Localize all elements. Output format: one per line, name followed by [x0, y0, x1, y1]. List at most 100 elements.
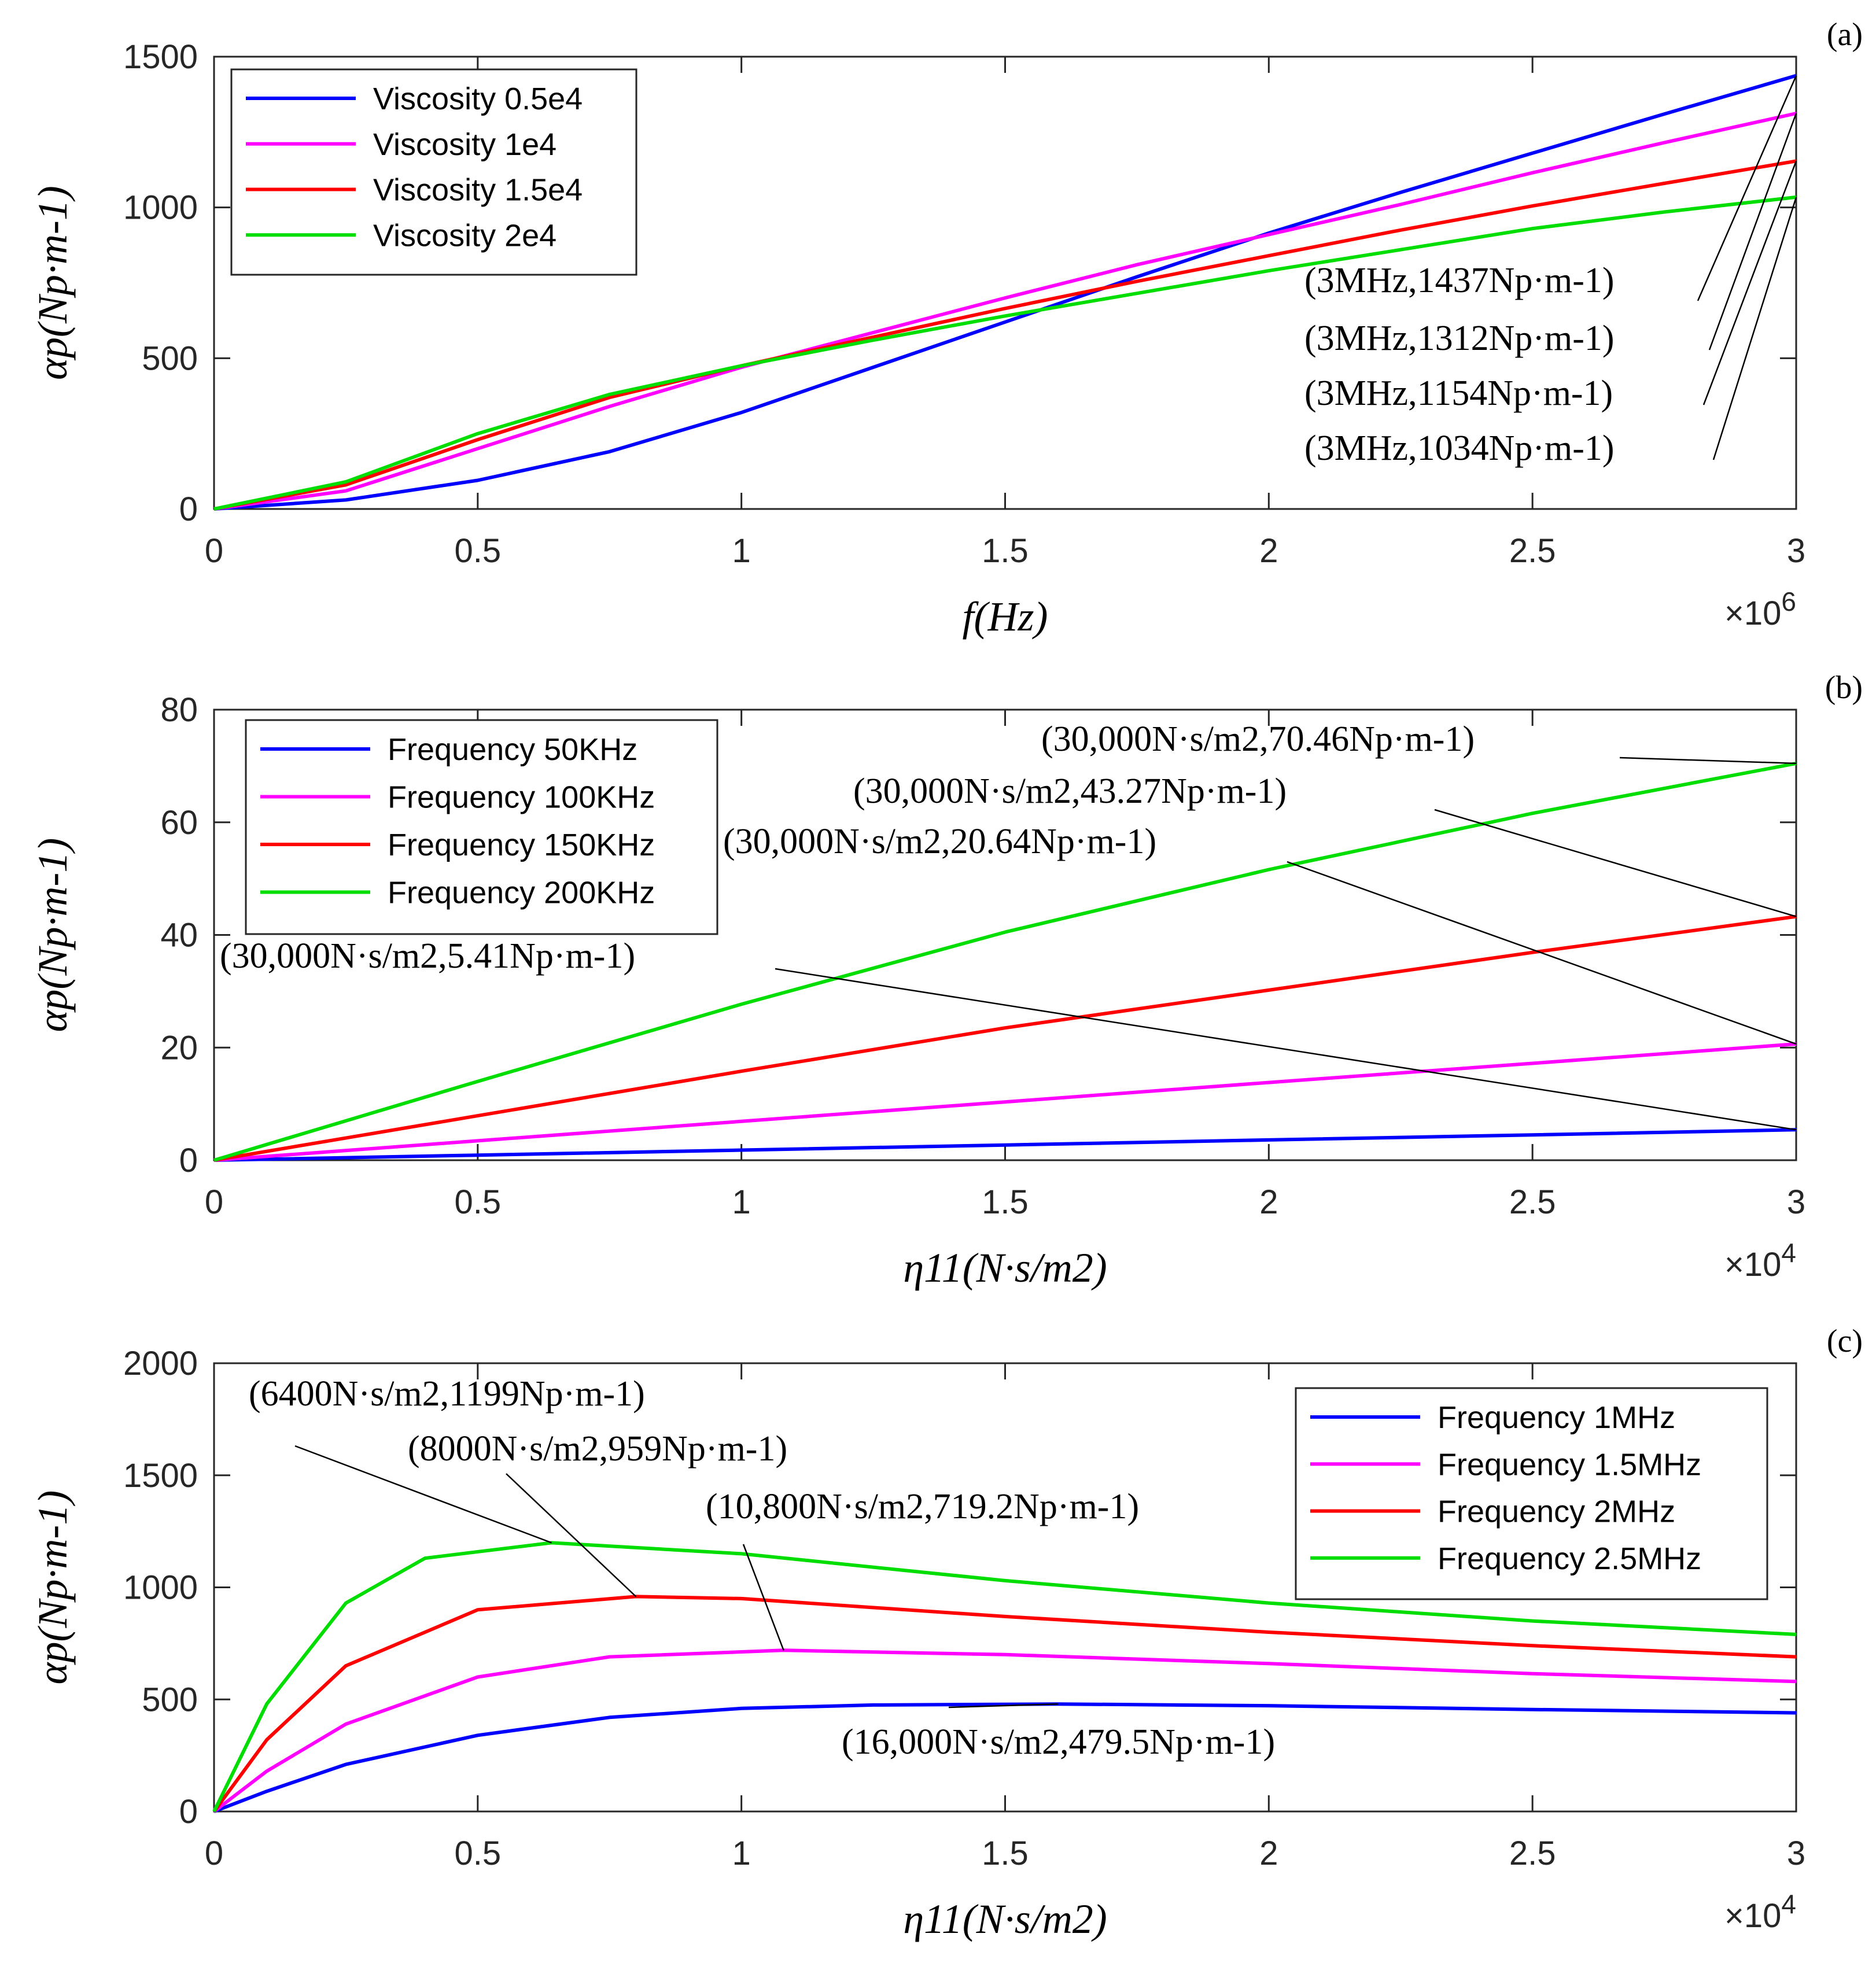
x-tick-label: 2: [1259, 532, 1278, 570]
legend-label: Frequency 100KHz: [388, 780, 655, 815]
y-tick-label: 80: [160, 691, 198, 729]
x-tick-label: 1.5: [982, 532, 1029, 570]
series-line-4: [213, 195, 1797, 511]
annotation-leader: [948, 1703, 1058, 1709]
series-line-1: [213, 1702, 1797, 1813]
series-line-3: [213, 914, 1797, 1162]
x-tick-label: 1: [732, 532, 751, 570]
x-tick-label: 3: [1787, 532, 1805, 570]
y-tick-label: 0: [179, 1793, 198, 1831]
y-tick-label: 1500: [123, 1457, 198, 1495]
annotation-label: (30,000N·s/m2,70.46Np·m-1): [1041, 720, 1475, 759]
x-tick-label: 1: [732, 1835, 751, 1872]
y-tick-label: 20: [160, 1029, 198, 1067]
legend-label: Frequency 2MHz: [1438, 1495, 1675, 1529]
x-tick-label: 1.5: [982, 1835, 1029, 1872]
annotation-leader: [506, 1473, 637, 1597]
x-axis-label: η11(N·s/m2): [903, 1245, 1107, 1291]
legend-label: Frequency 200KHz: [388, 876, 655, 910]
x-tick-label: 2.5: [1509, 1183, 1556, 1221]
annotation-leader: [1619, 757, 1797, 765]
series-line-3: [212, 1595, 1797, 1813]
y-tick-label: 500: [142, 1681, 198, 1718]
series-line-2: [213, 1648, 1797, 1813]
y-tick-label: 0: [179, 490, 198, 528]
legend-box: [245, 719, 718, 935]
annotation-label: (30,000N·s/m2,5.41Np·m-1): [220, 936, 635, 976]
y-axis-label: αp(Np·m-1): [30, 186, 76, 380]
panel-label: (b): [1825, 670, 1863, 706]
annotation-leader: [1708, 113, 1797, 350]
annotation-leader: [1712, 197, 1797, 460]
annotation-label: (30,000N·s/m2,43.27Np·m-1): [853, 772, 1287, 811]
x-axis-label: η11(N·s/m2): [903, 1896, 1107, 1942]
annotation-leader: [1702, 160, 1797, 405]
annotation-leader: [1287, 861, 1797, 1045]
legend-label: Viscosity 0.5e4: [373, 82, 583, 116]
y-tick-label: 40: [160, 917, 198, 954]
panel-label: (c): [1827, 1323, 1863, 1359]
chart-panel-2: (b) 0 0.5 1 1.5 2 2.5 3 0 20 40 60 80 ×104 η11(N·s/m2)…: [30, 670, 1863, 1291]
series-line-2: [213, 112, 1797, 511]
annotation-label: (3MHz,1437Np·m-1): [1304, 261, 1615, 300]
series-line-4: [212, 1541, 1797, 1813]
legend: Frequency 1MHz Frequency 1.5MHz Frequency …: [1295, 1387, 1768, 1600]
series-line-1: [213, 73, 1797, 511]
annotation-label: (3MHz,1034Np·m-1): [1304, 429, 1615, 468]
legend-label: Frequency 1MHz: [1438, 1400, 1675, 1435]
x-exponent-label: ×104: [1724, 1238, 1796, 1283]
annotation-label: (16,000N·s/m2,479.5Np·m-1): [842, 1722, 1275, 1762]
x-tick-label: 0: [205, 1183, 223, 1221]
x-tick-label: 3: [1787, 1183, 1805, 1221]
x-tick-label: 1.5: [982, 1183, 1029, 1221]
x-tick-label: 2.5: [1509, 532, 1556, 570]
x-tick-label: 3: [1787, 1835, 1805, 1872]
x-tick-label: 0: [205, 1835, 223, 1872]
panel-label: (a): [1827, 17, 1863, 53]
x-tick-label: 0.5: [455, 1183, 502, 1221]
x-axis-label: f(Hz): [963, 593, 1048, 640]
annotation-leader: [1697, 75, 1797, 301]
annotation-label: (30,000N·s/m2,20.64Np·m-1): [723, 822, 1156, 861]
annotation-leader: [1434, 809, 1797, 917]
y-tick-label: 0: [179, 1142, 198, 1179]
y-axis-label: αp(Np·m-1): [30, 838, 76, 1032]
annotation-label: (3MHz,1312Np·m-1): [1304, 319, 1615, 358]
series-line-1: [213, 1128, 1797, 1162]
series-line-4: [213, 761, 1797, 1162]
y-axis-label: αp(Np·m-1): [30, 1490, 76, 1685]
x-tick-label: 2: [1259, 1183, 1278, 1221]
y-tick-label: 500: [142, 340, 198, 377]
legend-label: Viscosity 1.5e4: [373, 173, 583, 208]
x-tick-label: 1: [732, 1183, 751, 1221]
x-tick-label: 2: [1259, 1835, 1278, 1872]
x-tick-label: 0.5: [455, 532, 502, 570]
legend-label: Frequency 50KHz: [388, 732, 637, 767]
series-line-2: [213, 1042, 1797, 1162]
y-tick-label: 60: [160, 804, 198, 842]
legend: Viscosity 0.5e4 Viscosity 1e4 Viscosity 1.…: [230, 68, 637, 276]
chart-panel-1: (a) 0 0.5 1 1.5 2 2.5 3 0 500 1000 1500 ×106 f(Hz) αp(…: [30, 17, 1863, 640]
annotation-label: (8000N·s/m2,959Np·m-1): [408, 1429, 787, 1468]
y-tick-label: 1000: [123, 1569, 198, 1607]
x-tick-label: 2.5: [1509, 1835, 1556, 1872]
series-line-3: [213, 159, 1797, 511]
annotation-label: (3MHz,1154Np·m-1): [1304, 374, 1613, 413]
annotation-leader: [294, 1445, 552, 1544]
legend: Frequency 50KHz Frequency 100KHz Frequency…: [245, 719, 718, 935]
x-tick-label: 0: [205, 532, 223, 570]
y-tick-label: 2000: [123, 1345, 198, 1382]
annotation-leader: [742, 1544, 784, 1651]
legend-label: Frequency 150KHz: [388, 828, 655, 862]
annotation-label: (6400N·s/m2,1199Np·m-1): [249, 1374, 645, 1414]
x-exponent-label: ×106: [1724, 586, 1796, 632]
y-tick-label: 1500: [123, 38, 198, 76]
x-tick-label: 0.5: [455, 1835, 502, 1872]
chart-panel-3: (c) 0 0.5 1 1.5 2 2.5 3 0 500 1000 1500 2000 ×104 η11(…: [30, 1323, 1863, 1942]
legend-label: Frequency 2.5MHz: [1438, 1541, 1701, 1576]
legend-box: [230, 68, 637, 276]
legend-label: Frequency 1.5MHz: [1438, 1447, 1701, 1482]
y-tick-label: 1000: [123, 189, 198, 227]
x-exponent-label: ×104: [1724, 1889, 1796, 1935]
